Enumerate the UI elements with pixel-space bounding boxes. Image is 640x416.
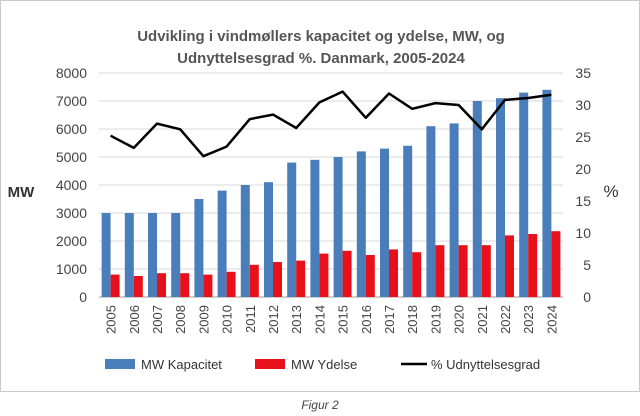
bar-kapacitet xyxy=(356,151,366,297)
bar-ydelse xyxy=(180,273,190,297)
y-tick-label: 4000 xyxy=(56,177,87,193)
bar-ydelse xyxy=(505,235,514,297)
y2-tick-label: 35 xyxy=(575,65,591,81)
x-tick-label: 2014 xyxy=(312,305,327,334)
bar-ydelse xyxy=(249,264,259,297)
x-tick-label: 2010 xyxy=(220,305,235,334)
chart-title-line1: Udvikling i vindmøllers kapacitet og yde… xyxy=(137,28,505,45)
x-tick-label: 2018 xyxy=(405,305,420,334)
bar-ydelse xyxy=(551,231,561,297)
bar-ydelse xyxy=(296,260,306,297)
bar-ydelse xyxy=(365,255,375,297)
bar-kapacitet xyxy=(287,162,297,297)
legend-swatch-ydelse xyxy=(255,359,285,369)
x-tick-label: 2007 xyxy=(150,305,165,334)
bar-ydelse xyxy=(412,252,422,297)
x-tick-label: 2020 xyxy=(452,305,467,334)
x-tick-label: 2015 xyxy=(336,305,351,334)
bar-kapacitet xyxy=(333,157,343,297)
y2-tick-label: 0 xyxy=(583,289,591,305)
x-tick-label: 2017 xyxy=(382,305,397,334)
line-udnyttelsesgrad xyxy=(110,90,552,158)
bar-ydelse xyxy=(435,245,445,297)
y-tick-label: 7000 xyxy=(56,93,87,109)
y2-axis-label: % xyxy=(603,182,618,201)
x-tick-label: 2021 xyxy=(475,305,490,334)
x-tick-label: 2013 xyxy=(289,305,304,334)
bar-ydelse xyxy=(110,274,120,297)
bar-kapacitet xyxy=(310,159,320,297)
y-axis-label: MW xyxy=(8,184,35,201)
y2-tick-label: 20 xyxy=(575,161,591,177)
bar-kapacitet xyxy=(519,92,529,297)
bar-ydelse xyxy=(226,271,236,297)
y-tick-label: 8000 xyxy=(56,65,87,81)
y2-tick-label: 5 xyxy=(583,257,591,273)
bar-ydelse xyxy=(342,250,352,297)
bar-ydelse xyxy=(157,273,166,297)
bar-kapacitet xyxy=(171,213,181,297)
y2-tick-label: 10 xyxy=(575,225,591,241)
bar-kapacitet xyxy=(148,213,157,297)
y-tick-label: 0 xyxy=(79,289,87,305)
bar-kapacitet xyxy=(449,123,459,298)
x-tick-label: 2023 xyxy=(521,305,536,334)
x-tick-label: 2016 xyxy=(359,305,374,334)
bar-ydelse xyxy=(273,262,282,297)
legend-label: % Udnyttelsesgrad xyxy=(431,357,540,372)
chart-title-line2: Udnyttelsesgrad %. Danmark, 2005-2024 xyxy=(177,50,465,67)
y-tick-label: 3000 xyxy=(56,205,87,221)
bar-ydelse xyxy=(319,253,329,297)
bar-kapacitet xyxy=(101,213,111,297)
bar-ydelse xyxy=(528,234,538,297)
y-tick-label: 2000 xyxy=(56,233,87,249)
legend-swatch-kapacitet xyxy=(105,359,135,369)
y2-tick-label: 25 xyxy=(575,129,591,145)
legend-label: MW Ydelse xyxy=(291,357,357,372)
bar-ydelse xyxy=(481,245,491,297)
bar-kapacitet xyxy=(403,145,413,297)
legend-label: MW Kapacitet xyxy=(141,357,222,372)
y2-tick-label: 30 xyxy=(575,97,591,113)
legend: MW Kapacitet MW Ydelse % Udnyttelsesgrad xyxy=(105,357,540,372)
bar-kapacitet xyxy=(194,199,204,297)
bar-ydelse xyxy=(389,249,398,297)
chart-frame: Udvikling i vindmøllers kapacitet og yde… xyxy=(0,0,640,392)
bar-kapacitet xyxy=(124,213,134,297)
x-tick-label: 2008 xyxy=(173,305,188,334)
bar-ydelse xyxy=(203,274,213,297)
x-tick-label: 2024 xyxy=(544,305,559,334)
figure-caption: Figur 2 xyxy=(301,398,339,412)
y-tick-label: 6000 xyxy=(56,121,87,137)
bar-kapacitet xyxy=(496,98,505,297)
bar-kapacitet xyxy=(472,101,482,297)
x-tick-label: 2011 xyxy=(243,305,258,333)
y-tick-label: 1000 xyxy=(56,261,87,277)
y-tick-label: 5000 xyxy=(56,149,87,165)
chart: Udvikling i vindmøllers kapacitet og yde… xyxy=(8,28,619,372)
bar-kapacitet xyxy=(426,126,436,297)
bar-kapacitet xyxy=(542,89,552,297)
bar-kapacitet xyxy=(380,148,389,297)
bar-ydelse xyxy=(133,276,143,297)
x-tick-label: 2006 xyxy=(127,305,142,334)
bar-kapacitet xyxy=(264,182,273,297)
y2-tick-label: 15 xyxy=(575,193,591,209)
bar-kapacitet xyxy=(240,185,250,297)
bar-kapacitet xyxy=(217,190,227,297)
x-tick-label: 2012 xyxy=(266,305,281,334)
x-tick-label: 2005 xyxy=(104,305,119,334)
x-tick-label: 2022 xyxy=(498,305,513,334)
bar-ydelse xyxy=(458,245,468,297)
x-tick-label: 2009 xyxy=(196,305,211,334)
x-tick-label: 2019 xyxy=(428,305,443,334)
